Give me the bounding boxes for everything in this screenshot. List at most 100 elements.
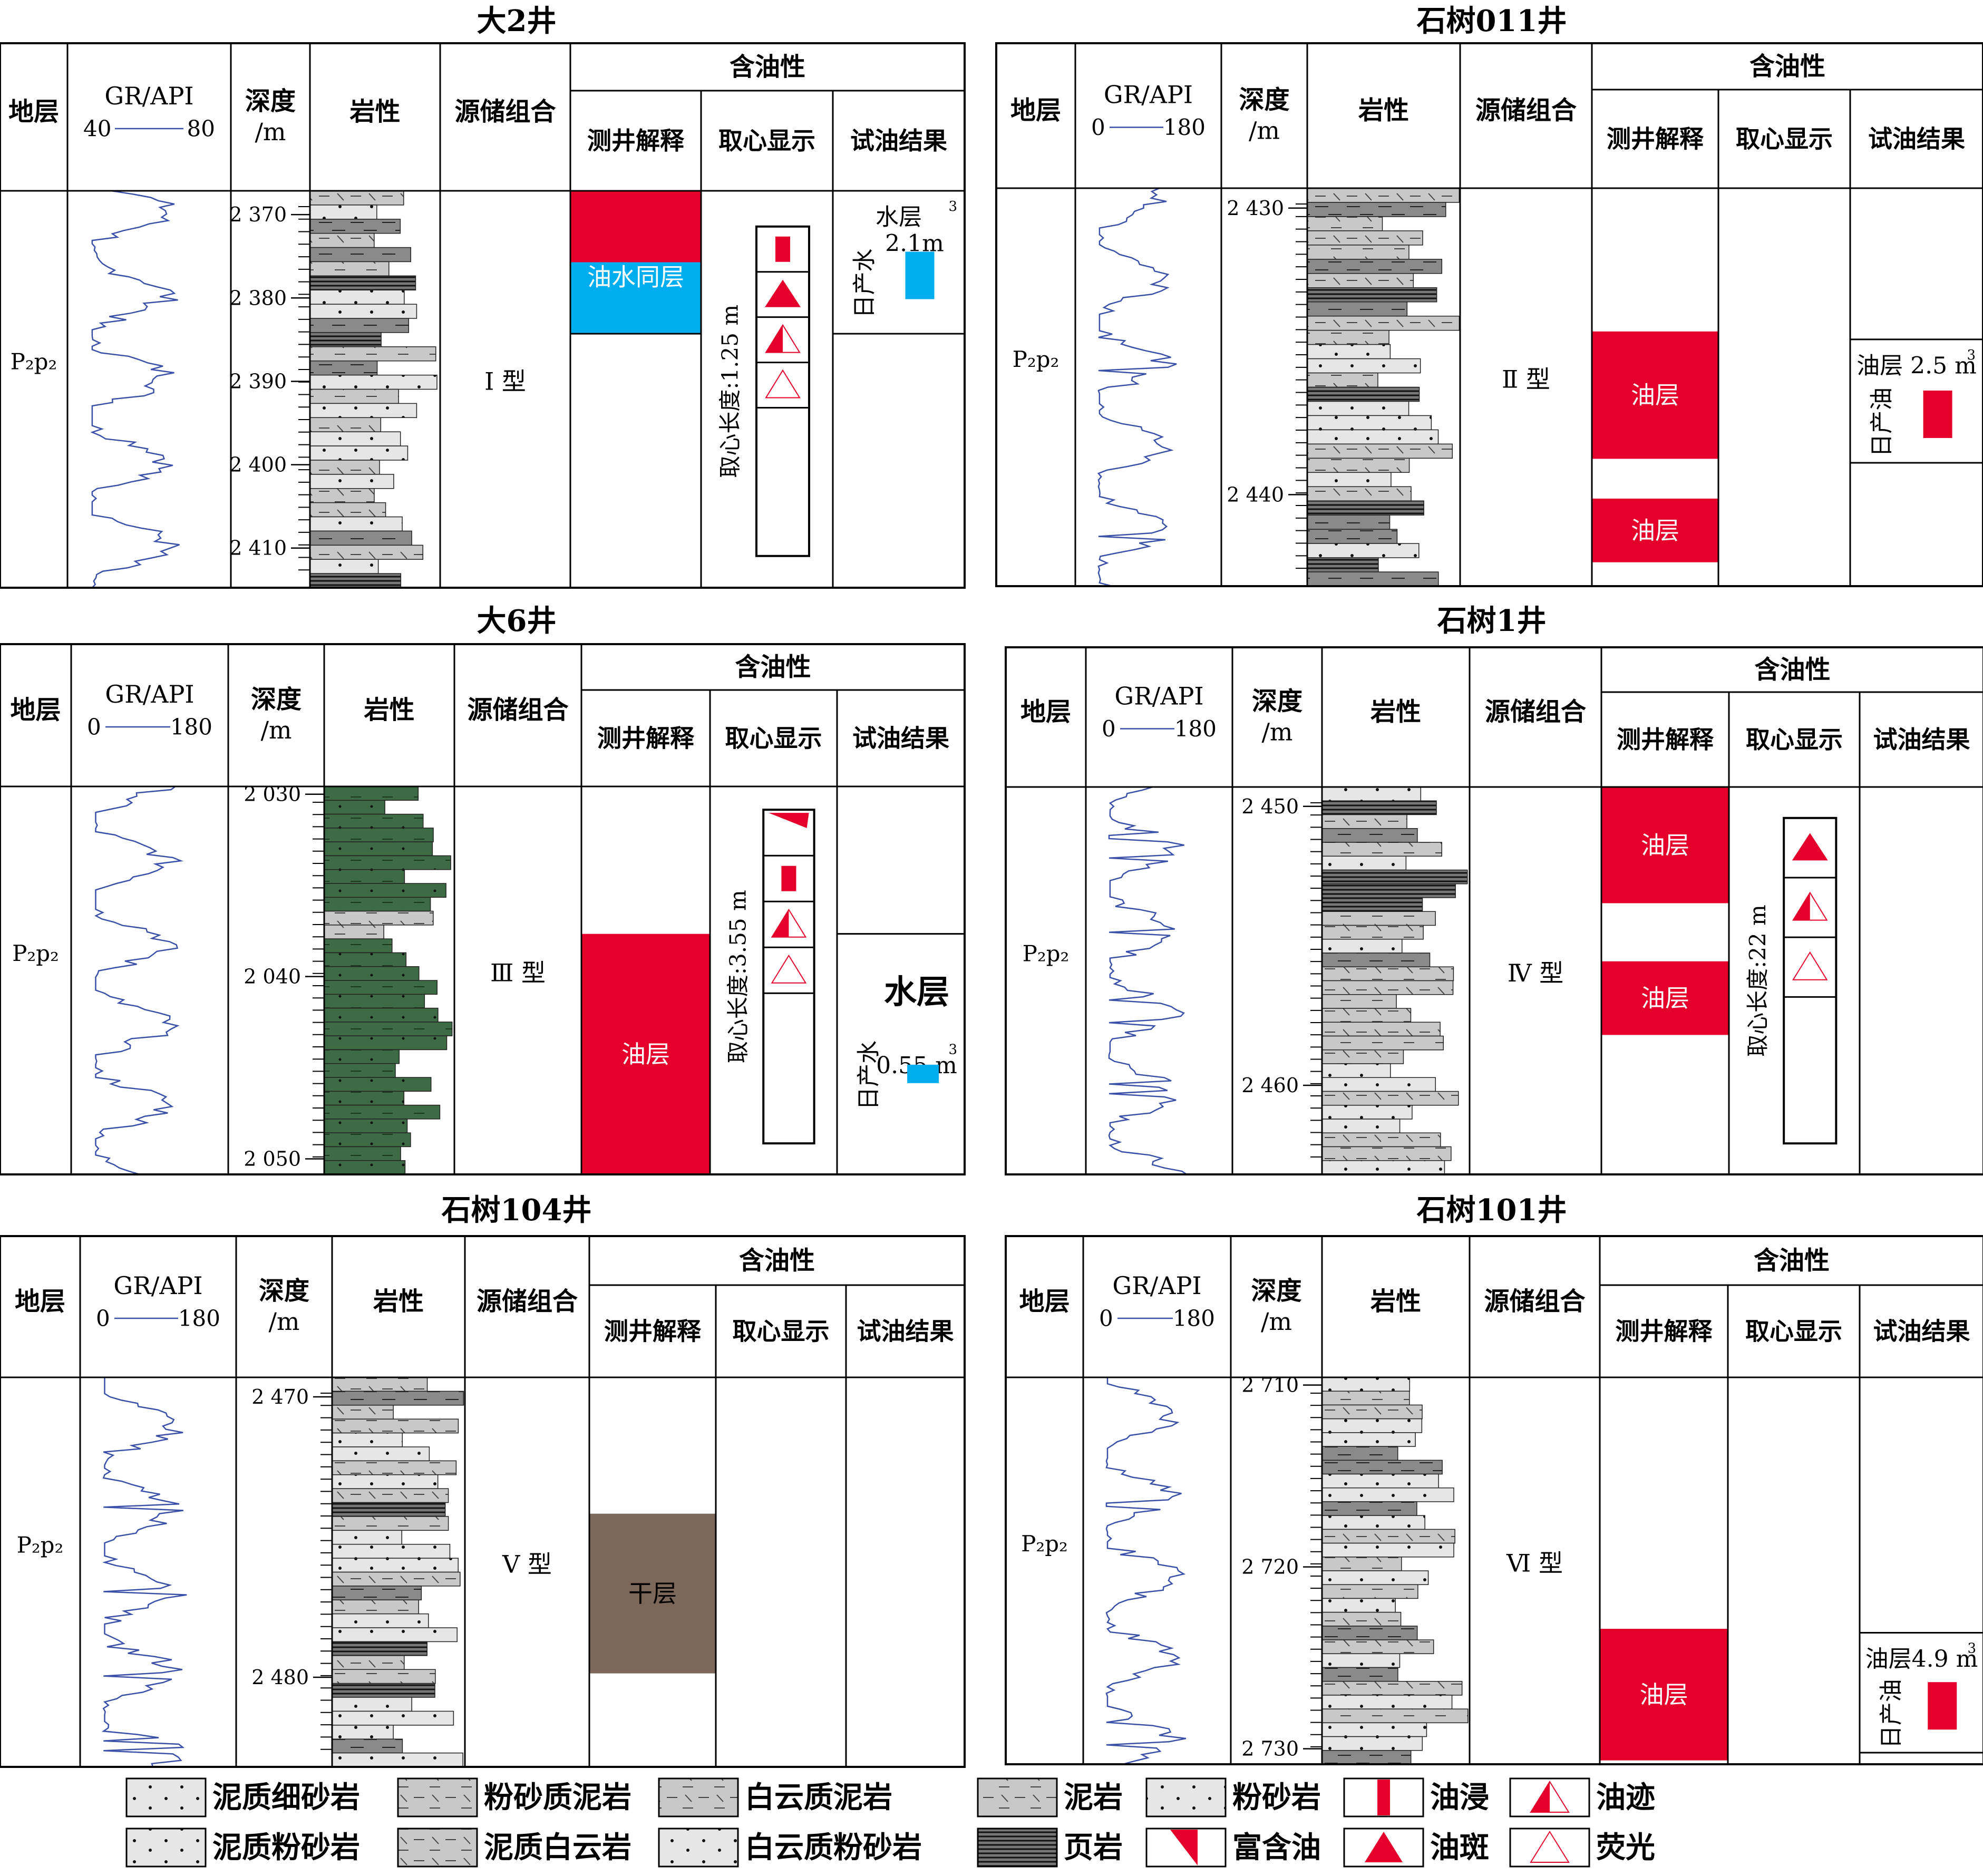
test-fluid-marker [905, 251, 935, 299]
litho-layer [309, 275, 416, 291]
fluorescence-icon [765, 369, 801, 398]
header-formation: 地层 [15, 1287, 65, 1316]
litho-layer [309, 289, 405, 305]
litho-layer [324, 869, 405, 884]
header-oil-bearing: 含油性 [730, 52, 805, 82]
header-core-show: 取心显示 [725, 724, 822, 753]
header-lithology: 岩性 [373, 1287, 424, 1316]
litho-layer [332, 1543, 451, 1559]
test-label: 水层 [876, 204, 922, 231]
litho-layer [1307, 557, 1379, 572]
header-formation: 地层 [1019, 1287, 1070, 1316]
test-fluid-marker [907, 1064, 939, 1083]
litho-layer [324, 855, 451, 870]
fluorescence-icon [1792, 951, 1828, 980]
combination-label: Ⅵ 型 [1506, 1549, 1563, 1577]
litho-layer [332, 1627, 458, 1642]
formation-label: P₂p₂ [17, 1532, 64, 1558]
header-combination: 源储组合 [454, 97, 556, 127]
header-lithology: 岩性 [1370, 1287, 1421, 1316]
legend-label: 泥质粉砂岩 [212, 1830, 360, 1865]
legend-label: 油斑 [1430, 1830, 1489, 1865]
legend-swatch [125, 1828, 207, 1868]
litho-layer [324, 1132, 411, 1148]
litho-layer [1307, 472, 1392, 487]
litho-layer [1321, 1460, 1443, 1475]
header-test-result: 试油结果 [1873, 725, 1970, 754]
litho-layer [309, 346, 436, 362]
panel-frame [995, 42, 1983, 587]
interp-label: 油层 [621, 1040, 670, 1068]
header-depth: 深度 [259, 1276, 309, 1306]
litho-layer [309, 374, 438, 390]
litho-layer [1307, 529, 1398, 544]
litho-layer [309, 261, 390, 277]
header-depth-unit: /m [268, 1307, 299, 1336]
litho-layer [332, 1391, 464, 1406]
header-core-show: 取心显示 [1746, 725, 1843, 754]
header-depth: 深度 [1239, 85, 1289, 115]
header-lithology: 岩性 [1370, 697, 1421, 727]
interp-block [1600, 1629, 1728, 1761]
depth-label: 2 720 [1241, 1556, 1299, 1579]
litho-layer [1307, 329, 1389, 345]
header-formation: 地层 [1020, 697, 1071, 727]
litho-layer [1321, 1008, 1412, 1023]
test-product-label: 日产水 [856, 1041, 882, 1110]
legend-swatch [658, 1777, 739, 1817]
header-depth-unit: /m [1249, 116, 1280, 145]
depth-label: 2 730 [1241, 1737, 1299, 1761]
litho-layer [309, 530, 412, 546]
header-combination: 源储组合 [1484, 1287, 1585, 1316]
litho-layer [1321, 1529, 1455, 1544]
header-combination: 源储组合 [1475, 96, 1577, 125]
formation-label: P₂p₂ [1021, 1531, 1068, 1557]
gr-max: 180 [1173, 1306, 1215, 1331]
litho-layer [1321, 1515, 1425, 1530]
litho-layer [324, 925, 384, 939]
litho-layer [1321, 1146, 1452, 1161]
gr-max: 180 [1163, 114, 1206, 140]
litho-layer [332, 1738, 403, 1754]
formation-label: P₂p₂ [1023, 941, 1070, 967]
litho-layer [1307, 301, 1408, 317]
oil-spot-icon [1792, 833, 1828, 861]
litho-layer [1321, 1049, 1404, 1064]
litho-layer [324, 910, 434, 926]
litho-layer [1321, 1680, 1463, 1696]
litho-layer [1321, 842, 1443, 857]
litho-layer [324, 1146, 401, 1161]
legend-label: 油浸 [1430, 1780, 1489, 1815]
litho-layer [1321, 883, 1456, 898]
core-box [1783, 817, 1838, 1145]
litho-layer [1321, 1487, 1454, 1502]
depth-label: 2 470 [251, 1385, 309, 1408]
litho-layer [324, 841, 433, 857]
litho-layer [1321, 1473, 1439, 1489]
litho-layer [1321, 939, 1403, 954]
legend-label: 粉砂质泥岩 [484, 1780, 631, 1815]
depth-label: 2 380 [229, 286, 287, 309]
oil-immersed-icon [775, 236, 790, 262]
header-formation: 地层 [10, 695, 61, 725]
litho-layer [1321, 966, 1454, 981]
header-depth-unit: /m [260, 716, 291, 744]
well-title: 石树104井 [442, 1193, 592, 1228]
litho-layer [1321, 1708, 1469, 1724]
header-gr: GR/API [1114, 682, 1203, 711]
interp-label: 油层 [1641, 831, 1689, 859]
gr-curve [1097, 187, 1177, 587]
test-product-label: 日产油 [1869, 387, 1895, 457]
litho-layer [1321, 1105, 1413, 1120]
litho-layer [309, 460, 380, 475]
litho-layer [309, 403, 417, 419]
header-oil-bearing: 含油性 [1754, 655, 1830, 685]
depth-label: 2 450 [1241, 795, 1299, 818]
litho-layer [324, 994, 425, 1009]
litho-layer [309, 545, 423, 560]
legend-label: 泥质白云岩 [484, 1830, 631, 1865]
interp-label: 油层 [1631, 516, 1679, 545]
litho-layer [332, 1613, 429, 1628]
gr-min: 0 [1091, 114, 1105, 140]
